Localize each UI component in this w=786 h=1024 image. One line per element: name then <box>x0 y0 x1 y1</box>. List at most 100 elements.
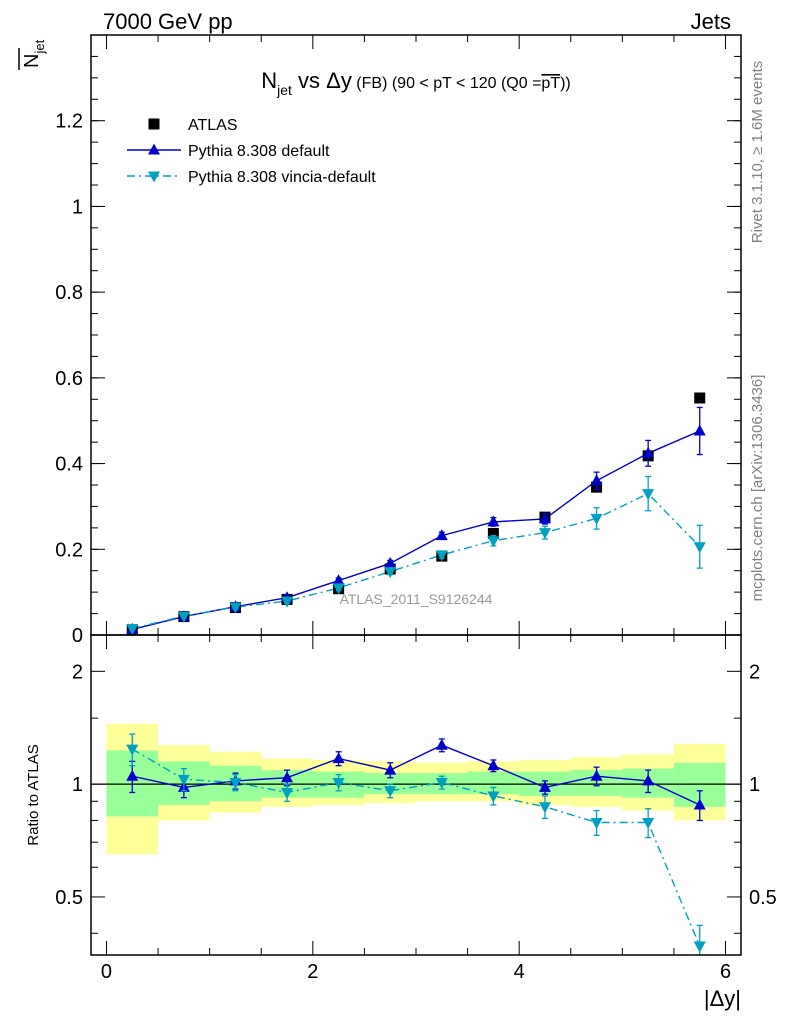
ratio-pythia-8-308-vincia-default-point <box>435 778 448 790</box>
analysis-watermark: ATLAS_2011_S9126244 <box>340 591 493 607</box>
main-pythia-8-308-vincia-default-point <box>590 513 603 525</box>
main-pythia-8-308-default-point <box>384 556 397 568</box>
ratio-ytick-label-right: 1 <box>749 774 760 796</box>
ratio-plot-axes: 0.5 0.5 1 1 2 2 0 2 4 6 <box>55 635 777 983</box>
header-energy-label: 7000 GeV pp <box>103 9 233 34</box>
legend-item-pythia-8-308-vincia-default: Pythia 8.308 vincia-default <box>127 169 376 186</box>
legend-pythia-8-308-default-label: Pythia 8.308 default <box>188 143 330 160</box>
title-close: )) <box>560 75 571 92</box>
legend-pythia-8-308-default-marker <box>148 143 160 155</box>
main-pythia-8-308-vincia-default-line <box>132 492 701 630</box>
rivet-version-label: Rivet 3.1.10, ≥ 1.6M events <box>749 61 766 244</box>
legend-item-pythia-8-308-default: Pythia 8.308 default <box>127 143 330 160</box>
ratio-plot-ylabel: Ratio to ATLAS <box>25 744 42 845</box>
legend-atlas-marker <box>148 118 160 130</box>
ratio-pythia-8-308-vincia-default-point <box>642 817 655 829</box>
ratio-pythia-8-308-default-point <box>126 769 139 781</box>
main-ytick-label: 0.2 <box>55 539 83 561</box>
main-pythia-8-308-default-point <box>435 529 448 541</box>
main-pythia-8-308-default-point <box>332 574 345 586</box>
ratio-plot-markers <box>126 733 706 955</box>
main-pythia-8-308-vincia-default-point <box>177 611 190 623</box>
ratio-pythia-8-308-default-point <box>384 763 397 775</box>
title-n: N <box>261 68 277 93</box>
legend-atlas-label: ATLAS <box>188 117 238 134</box>
ratio-band-inner <box>467 771 520 795</box>
main-ytick-label: 0 <box>72 625 83 647</box>
main-pythia-8-308-vincia-default-point <box>693 542 706 554</box>
title-vs: vs Δy <box>292 68 352 93</box>
ratio-xtick-label: 2 <box>307 961 318 983</box>
main-pythia-8-308-vincia-default-point <box>435 550 448 562</box>
ratio-ytick-label-right: 2 <box>749 661 760 683</box>
title-pt-bar: pT <box>541 75 560 92</box>
ratio-pythia-8-308-default-point <box>487 759 500 771</box>
ratio-pythia-8-308-vincia-default-point <box>229 778 242 790</box>
main-plot-axes: 0 0.2 0.4 0.6 0.8 1 1.2 <box>55 34 741 647</box>
ratio-pythia-8-308-default-point <box>538 780 551 792</box>
main-pythia-8-308-vincia-default-point <box>126 624 139 636</box>
ratio-pythia-8-308-vincia-default-point <box>332 778 345 790</box>
main-pythia-8-308-vincia-default-point <box>487 536 500 548</box>
ratio-pythia-8-308-default-point <box>642 774 655 786</box>
ratio-pythia-8-308-default-point <box>281 771 294 783</box>
main-pythia-8-308-vincia-default-point <box>332 583 345 595</box>
ratio-xtick-label: 4 <box>514 961 525 983</box>
main-pythia-8-308-vincia-default-point <box>281 596 294 608</box>
ratio-pythia-8-308-default-point <box>435 738 448 750</box>
main-pythia-8-308-vincia-default-point <box>538 528 551 540</box>
main-plot-ylabel: Njet <box>18 39 47 70</box>
ratio-xtick-label: 0 <box>101 961 112 983</box>
main-pythia-8-308-vincia-default-point <box>229 602 242 614</box>
header-jets-label: Jets <box>691 9 731 34</box>
ratio-pythia-8-308-default-point <box>332 752 345 764</box>
main-pythia-8-308-default-point <box>487 515 500 527</box>
legend: ATLAS Pythia 8.308 default Pythia 8.308 vi… <box>127 117 376 186</box>
main-ytick-label: 0.4 <box>55 454 83 476</box>
main-plot-lines <box>132 430 701 631</box>
ratio-pythia-8-308-vincia-default-point <box>384 786 397 798</box>
ratio-ytick-label: 0.5 <box>55 887 83 909</box>
ratio-ytick-label: 1 <box>72 774 83 796</box>
main-plot-title: Njet vs Δy (FB) (90 < pT < 120 (Q0 =pT)) <box>261 68 571 98</box>
ratio-ytick-label: 2 <box>72 661 83 683</box>
main-ytick-label: 1.2 <box>55 111 83 133</box>
main-pythia-8-308-vincia-default-point <box>642 489 655 501</box>
title-fb: (FB) <box>352 75 388 92</box>
main-pythia-8-308-default-point <box>538 512 551 524</box>
main-pythia-8-308-default-point <box>590 474 603 486</box>
ratio-plot-lines <box>131 744 701 947</box>
mcplots-label: mcplots.cern.ch [arXiv:1306.3436] <box>749 375 766 602</box>
legend-pythia-8-308-vincia-default-label: Pythia 8.308 vincia-default <box>188 169 376 186</box>
main-pythia-8-308-default-point <box>693 424 706 436</box>
ratio-pythia-8-308-vincia-default-point <box>590 817 603 829</box>
ratio-pythia-8-308-vincia-default-point <box>281 787 294 799</box>
title-jet-subscript: jet <box>276 82 292 98</box>
main-ytick-label: 0.8 <box>55 282 83 304</box>
ylabel-jet-subscript: jet <box>32 39 47 54</box>
main-ytick-label: 1 <box>72 196 83 218</box>
main-ytick-label: 0.6 <box>55 368 83 390</box>
ratio-pythia-8-308-vincia-default-line <box>131 748 701 947</box>
ratio-pythia-8-308-vincia-default-point <box>126 744 139 756</box>
main-plot-markers <box>126 392 706 636</box>
ratio-pythia-8-308-default-point <box>693 798 706 810</box>
legend-item-atlas: ATLAS <box>148 117 238 134</box>
legend-pythia-8-308-vincia-default-marker <box>148 171 160 183</box>
ratio-pythia-8-308-vincia-default-point <box>487 791 500 803</box>
ratio-plot-xlabel: |Δy| <box>704 986 741 1011</box>
ylabel-n: Njet <box>21 39 47 68</box>
title-cut: (90 < pT < 120 (Q0 = <box>387 75 541 92</box>
ratio-pythia-8-308-vincia-default-point <box>177 774 190 786</box>
ylabel-n-main: N <box>21 54 43 68</box>
ratio-ytick-label-right: 0.5 <box>749 887 777 909</box>
ratio-pythia-8-308-vincia-default-point <box>693 941 706 953</box>
main-pythia-8-308-vincia-default-point <box>384 567 397 579</box>
ratio-pythia-8-308-vincia-default-point <box>538 802 551 814</box>
main-atlas-point <box>694 392 706 404</box>
ratio-uncertainty-bands <box>91 723 741 855</box>
ratio-xtick-label: 6 <box>720 961 731 983</box>
main-atlas-point <box>487 527 499 539</box>
main-pythia-8-308-default-point <box>642 446 655 458</box>
